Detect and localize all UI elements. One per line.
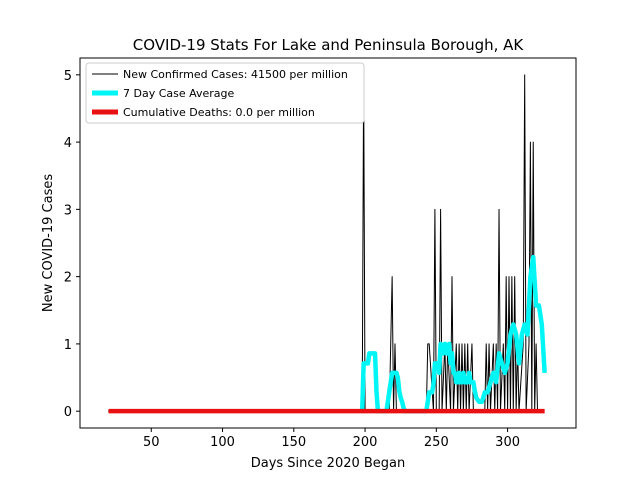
plot-area — [108, 74, 547, 414]
plot-frame — [79, 57, 577, 429]
x-tick-label: 300 — [495, 435, 520, 450]
y-tick-label: 3 — [64, 203, 72, 218]
y-tick-label: 1 — [64, 338, 72, 353]
x-axis-label: Days Since 2020 Began — [251, 456, 406, 471]
legend-box — [85, 62, 365, 124]
y-axis: 0 1 2 3 4 5 — [64, 69, 80, 420]
legend-label-7day-average: 7 Day Case Average — [123, 87, 235, 100]
x-tick-label: 150 — [281, 435, 306, 450]
series-layer — [108, 74, 547, 414]
y-tick-label: 4 — [64, 136, 72, 151]
series-7-day-average — [359, 254, 547, 414]
legend-label-new-cases: New Confirmed Cases: 41500 per million — [123, 68, 348, 81]
y-tick-label: 2 — [64, 271, 72, 286]
y-tick-label: 0 — [64, 405, 72, 420]
y-tick-label: 5 — [64, 69, 72, 84]
legend-label-cumulative-deaths: Cumulative Deaths: 0.0 per million — [123, 106, 315, 119]
x-tick-label: 250 — [424, 435, 449, 450]
chart-title: COVID-19 Stats For Lake and Peninsula Bo… — [133, 36, 525, 54]
x-tick-label: 200 — [353, 435, 378, 450]
x-axis: 50 100 150 200 250 300 — [143, 428, 520, 450]
x-tick-label: 100 — [210, 435, 235, 450]
x-tick-label: 50 — [143, 435, 160, 450]
legend: New Confirmed Cases: 41500 per million 7… — [85, 62, 365, 124]
y-axis-label: New COVID-19 Cases — [41, 174, 56, 312]
